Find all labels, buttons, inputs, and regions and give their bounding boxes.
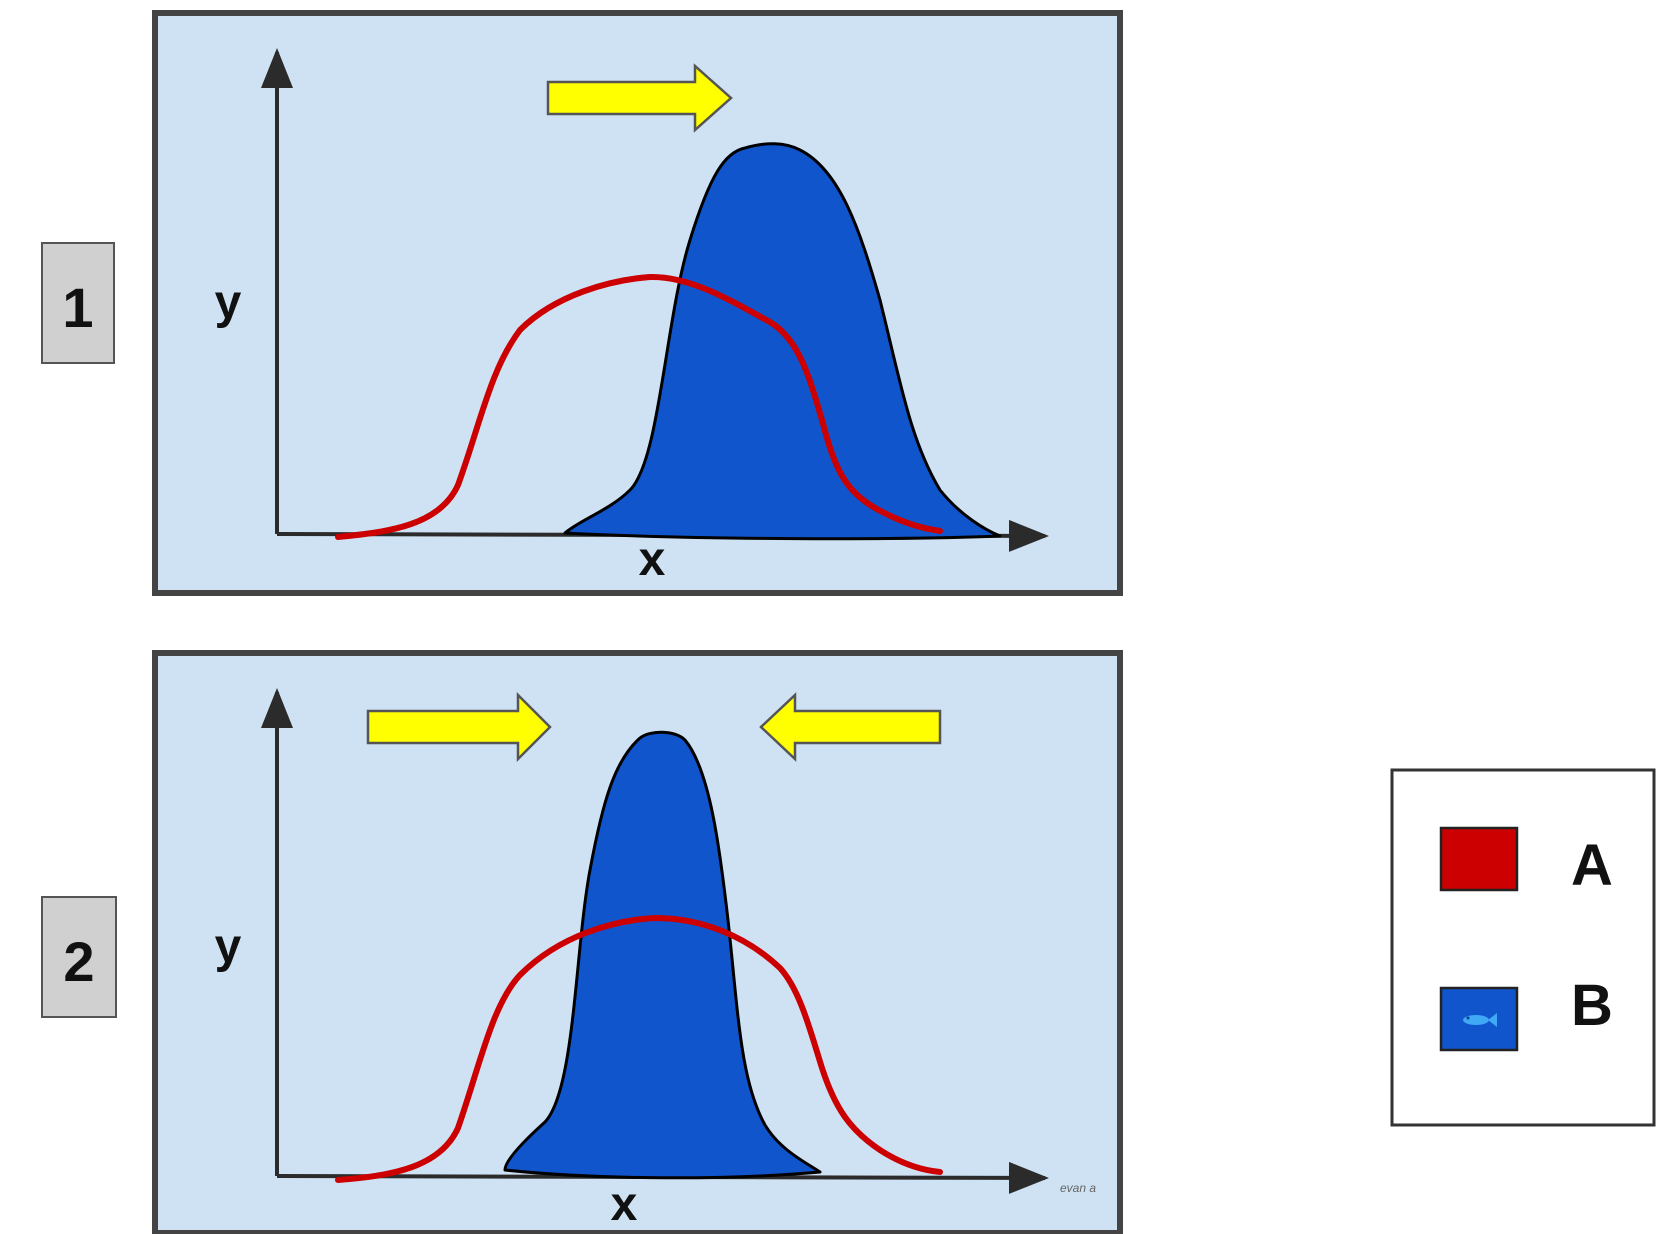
panel-2-curve-b xyxy=(503,730,822,1180)
panel-2-number: 2 xyxy=(63,930,94,993)
panel-1: 1 y x xyxy=(41,10,1123,596)
panel-2-number-box: 2 xyxy=(41,896,117,1018)
panel-2-curve-a xyxy=(335,915,943,1183)
arrow-right-icon xyxy=(366,691,552,763)
legend-item-b: B xyxy=(1439,973,1613,1052)
panel-1-curve-a xyxy=(335,273,943,540)
fish-icon xyxy=(1463,1013,1497,1027)
panel-1-x-label: x xyxy=(639,533,666,586)
arrow-left-icon xyxy=(759,692,942,762)
panel-2-x-label: x xyxy=(611,1178,638,1231)
panel-1-y-label: y xyxy=(215,276,242,329)
legend-label-b: B xyxy=(1571,973,1613,1038)
panel-1-number-box: 1 xyxy=(41,242,115,364)
panel-2-y-label: y xyxy=(215,920,242,973)
panel-1-curve-b xyxy=(563,142,1002,541)
legend-label-a: A xyxy=(1571,833,1613,898)
legend-item-a: A xyxy=(1439,826,1613,898)
legend: A B xyxy=(1390,768,1656,1127)
legend-box xyxy=(1390,768,1656,1127)
panel-1-number: 1 xyxy=(62,276,93,339)
panel-2: 2 y x evan a xyxy=(41,650,1123,1234)
arrow-right-icon xyxy=(546,63,733,133)
panel-2-corner-text: evan a xyxy=(1060,1181,1096,1195)
legend-swatch-b xyxy=(1439,986,1519,1052)
legend-swatch-a xyxy=(1439,826,1519,892)
